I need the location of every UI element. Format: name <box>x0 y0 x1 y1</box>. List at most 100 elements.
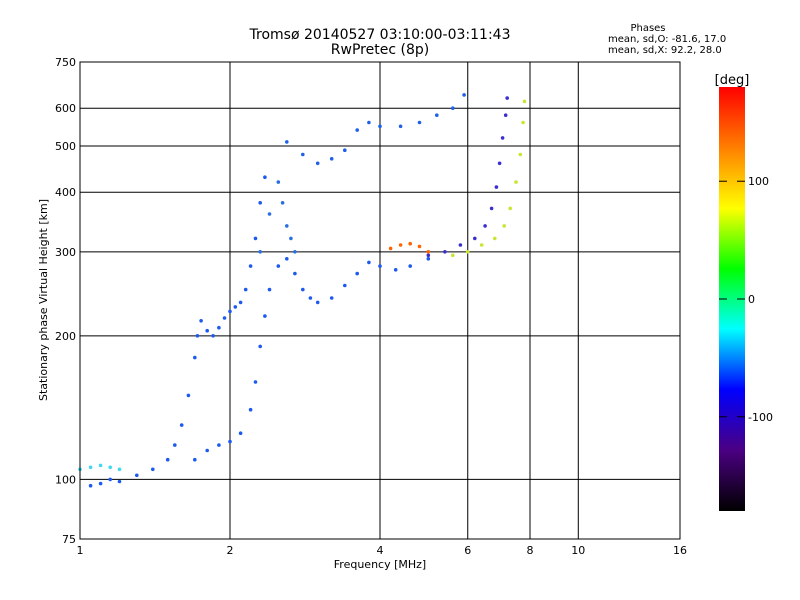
data-point <box>199 319 203 323</box>
data-point <box>355 271 360 276</box>
x-tick-label: 10 <box>571 544 585 557</box>
data-point <box>493 236 497 241</box>
data-point <box>285 257 289 261</box>
y-tick-label: 400 <box>55 186 76 199</box>
data-point <box>280 201 285 205</box>
data-point <box>205 448 209 453</box>
y-tick-label: 300 <box>55 246 76 259</box>
data-point <box>151 467 155 472</box>
data-point <box>417 244 422 249</box>
data-point <box>238 431 243 436</box>
data-point <box>217 443 221 447</box>
data-point <box>253 380 258 384</box>
colorbar-tick-label: 100 <box>748 175 769 188</box>
data-point <box>451 106 455 110</box>
data-point <box>417 120 422 125</box>
data-point <box>263 314 267 318</box>
data-point <box>301 152 305 157</box>
y-axis-label: Stationary phase Virtual Height [km] <box>37 199 50 401</box>
data-point <box>315 300 320 305</box>
colorbar-tick-label: -100 <box>748 411 773 424</box>
data-point <box>505 96 510 100</box>
y-tick-label: 100 <box>55 473 76 486</box>
x-tick-label: 16 <box>673 544 687 557</box>
data-point <box>388 246 393 251</box>
data-point <box>367 260 371 265</box>
grid-lines <box>80 62 680 539</box>
data-point <box>435 113 439 117</box>
data-point <box>408 241 413 246</box>
data-point <box>497 161 502 166</box>
data-point <box>393 268 398 272</box>
data-point <box>248 264 253 268</box>
data-point <box>193 355 197 360</box>
data-points <box>78 93 527 488</box>
y-tick-label: 500 <box>55 140 76 153</box>
y-tick-label: 750 <box>55 56 76 69</box>
data-point <box>521 120 525 125</box>
data-point <box>228 309 232 314</box>
data-point <box>98 481 103 486</box>
colorbar-tick-label: 0 <box>748 293 755 306</box>
data-point <box>217 325 221 330</box>
data-point <box>248 407 253 412</box>
data-point <box>308 296 313 300</box>
data-point <box>243 287 248 292</box>
phase-o-stats: mean, sd,O: -81.6, 17.0 <box>608 34 726 45</box>
x-tick-label: 6 <box>464 544 471 557</box>
data-point <box>483 224 487 228</box>
data-point <box>88 465 93 470</box>
y-tick-label: 200 <box>55 330 76 343</box>
plot-frame <box>79 61 681 540</box>
data-point <box>508 206 512 211</box>
data-point <box>343 283 347 288</box>
data-point <box>258 344 263 349</box>
data-point <box>465 250 470 254</box>
data-point <box>88 483 93 488</box>
data-point <box>173 443 177 447</box>
data-point <box>426 250 431 254</box>
y-tick-label: 75 <box>62 533 76 546</box>
data-point <box>276 264 281 268</box>
data-point <box>135 473 139 478</box>
data-point <box>489 206 494 211</box>
data-point <box>503 113 508 117</box>
data-point <box>179 423 184 427</box>
data-point <box>165 457 170 462</box>
data-point <box>253 236 258 241</box>
data-point <box>267 287 272 292</box>
chart-subtitle: RwPretec (8p) <box>331 42 429 58</box>
data-point <box>233 305 238 309</box>
data-point <box>293 271 297 276</box>
chart-title: Tromsø 20140527 03:10:00-03:11:43 <box>249 27 511 43</box>
data-point <box>315 161 320 166</box>
data-point <box>378 264 382 268</box>
data-point <box>473 236 477 241</box>
data-point <box>276 180 281 184</box>
data-point <box>343 148 347 152</box>
data-point <box>293 250 297 254</box>
data-point <box>193 457 197 462</box>
data-point <box>514 180 518 184</box>
x-tick-label: 8 <box>527 544 534 557</box>
data-point <box>285 224 289 228</box>
data-point <box>398 124 403 129</box>
data-point <box>408 264 413 268</box>
data-point <box>458 243 463 247</box>
data-point <box>117 467 122 472</box>
data-point <box>426 257 431 261</box>
data-point <box>108 465 112 470</box>
data-point <box>494 185 499 189</box>
data-point <box>367 120 371 125</box>
data-point <box>289 236 293 241</box>
data-point <box>502 224 507 228</box>
axis-ticks: 1 2 4 6 8 10 16 75 100 200 300 400 500 600 750 <box>55 56 687 557</box>
data-point <box>518 152 523 157</box>
x-tick-label: 4 <box>377 544 384 557</box>
data-point <box>228 439 232 444</box>
data-point <box>378 124 382 129</box>
data-point <box>195 334 200 338</box>
data-point <box>329 296 334 300</box>
data-point <box>451 253 455 258</box>
